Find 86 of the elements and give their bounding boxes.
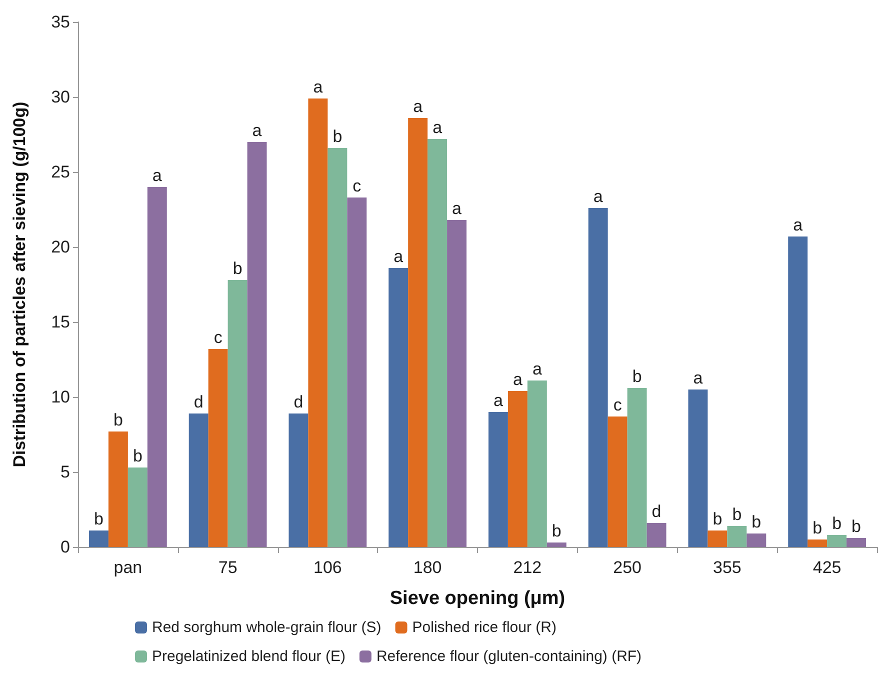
data-label: b (552, 522, 562, 540)
bar (688, 390, 708, 547)
data-label: a (152, 166, 162, 185)
data-label: a (452, 199, 462, 218)
bar (388, 268, 408, 547)
x-tick-label: 75 (218, 558, 238, 577)
bar (188, 414, 208, 547)
data-label: d (652, 502, 662, 521)
data-label: a (693, 368, 704, 388)
data-label: a (793, 216, 804, 234)
data-label: a (252, 121, 262, 140)
bar (347, 198, 367, 547)
bar (288, 414, 308, 547)
y-tick-label: 20 (51, 238, 70, 256)
y-tick-label: 0 (60, 538, 70, 556)
y-tick-label: 10 (51, 388, 70, 406)
bar (88, 530, 108, 547)
x-tick-label: 180 (413, 558, 442, 577)
data-label: d (294, 392, 304, 412)
data-label: b (832, 514, 842, 533)
legend-label: Reference flour (gluten-containing) (RF) (376, 648, 642, 665)
bar (108, 432, 128, 547)
x-tick-label: 425 (812, 558, 842, 577)
bar (746, 534, 766, 547)
bar (546, 542, 566, 547)
y-tick-label: 5 (60, 462, 70, 482)
x-tick-label: 106 (314, 558, 342, 577)
y-tick-label: 35 (51, 12, 70, 32)
x-tick-label: 212 (513, 558, 542, 577)
bar (588, 208, 608, 547)
data-label: c (214, 328, 223, 347)
y-tick-label: 30 (51, 88, 70, 106)
bar (308, 98, 328, 547)
data-label: b (113, 410, 123, 430)
bar (646, 523, 666, 547)
data-label: b (812, 518, 822, 538)
data-label: a (413, 97, 424, 116)
bar (627, 388, 647, 547)
bar (147, 187, 167, 547)
data-label: d (194, 392, 204, 412)
x-tick-label: pan (114, 558, 142, 577)
bar (508, 391, 528, 547)
data-label: b (94, 510, 104, 528)
bar (408, 118, 428, 547)
data-label: a (432, 118, 443, 137)
bar (827, 535, 847, 547)
data-label: b (752, 512, 762, 532)
bar (447, 220, 467, 547)
data-label: a (493, 391, 504, 410)
x-axis-title: Sieve opening (μm) (390, 588, 566, 609)
bar (788, 236, 808, 547)
x-tick-label: 250 (613, 558, 642, 577)
bar (228, 280, 248, 547)
data-label: c (352, 176, 362, 196)
data-label: b (732, 505, 742, 524)
data-label: c (613, 396, 622, 414)
y-tick-label: 25 (51, 162, 70, 182)
data-label: b (332, 127, 342, 146)
bar (128, 468, 148, 547)
bar (527, 380, 547, 547)
data-label: a (394, 247, 404, 266)
legend-label: Polished rice flour (R) (412, 619, 556, 636)
y-axis-title: Distribution of particles after sieving (g/100g) (10, 102, 29, 468)
x-tick-label: 355 (713, 558, 742, 577)
data-label: a (313, 78, 324, 96)
bar (208, 349, 228, 547)
data-label: b (852, 517, 862, 536)
data-label: b (132, 446, 142, 466)
bar (488, 412, 508, 547)
legend-label: Pregelatinized blend flour (E) (152, 648, 346, 665)
data-label: b (632, 367, 642, 386)
bar (247, 142, 267, 547)
data-label: b (712, 510, 722, 528)
bar (846, 538, 866, 547)
bar (808, 540, 828, 547)
bar (428, 139, 448, 547)
legend-label: Red sorghum whole-grain flour (S) (152, 619, 382, 636)
y-tick-label: 15 (51, 312, 70, 332)
data-label: a (512, 370, 523, 389)
bar (328, 148, 348, 547)
data-label: a (593, 187, 604, 206)
bar (608, 416, 628, 547)
data-label: b (232, 259, 242, 278)
bar (727, 526, 747, 547)
data-label: a (532, 360, 542, 378)
bar (708, 530, 728, 547)
